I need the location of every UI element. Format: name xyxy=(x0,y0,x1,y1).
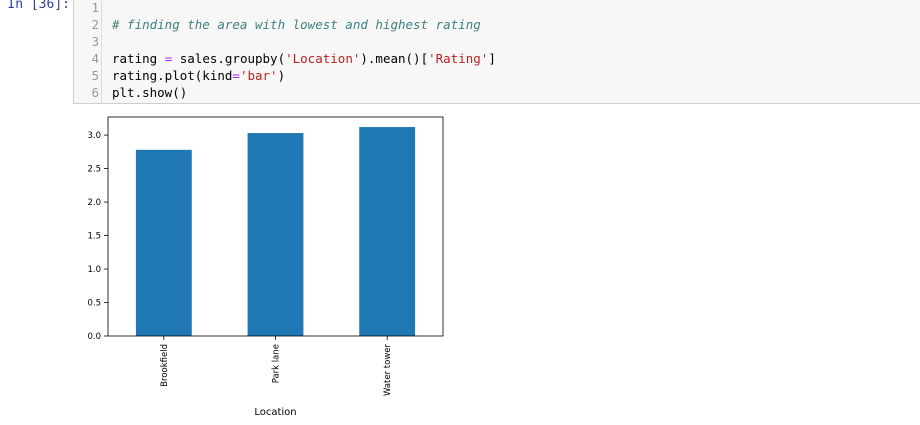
line-number-gutter xyxy=(74,0,102,103)
y-tick-label: 2.0 xyxy=(87,198,101,208)
code-token: rating.plot(kind xyxy=(112,68,233,83)
y-tick-label: 2.5 xyxy=(87,165,101,175)
bar-chart: Brookfield Park lane Water tower 0.0 0.5 1.0 1… xyxy=(87,116,444,418)
code-text[interactable]: plt.show() xyxy=(112,84,187,101)
bar-brookfield xyxy=(135,149,192,336)
code-token: ) xyxy=(277,68,286,83)
code-cell-input[interactable]: 1 2 # finding the area with lowest and hig… xyxy=(73,0,920,104)
y-tick-label: 1.5 xyxy=(87,232,101,242)
line-number: 5 xyxy=(91,68,99,83)
code-text[interactable]: rating = sales.groupby('Location').mean(… xyxy=(112,50,496,67)
code-token: = xyxy=(232,68,240,83)
code-token: plt.show() xyxy=(112,85,188,100)
code-text[interactable]: # finding the area with lowest and highe… xyxy=(112,16,481,33)
line-number: 6 xyxy=(91,85,99,100)
x-tick-label: Brookfield xyxy=(160,344,170,387)
x-tick-label: Park lane xyxy=(272,344,282,383)
line-number: 3 xyxy=(91,34,99,49)
code-token: sales.groupby( xyxy=(172,51,286,66)
code-token: ).mean()[ xyxy=(360,51,429,66)
y-tick-label: 3.0 xyxy=(87,131,101,141)
x-tick-label: Water tower xyxy=(383,344,393,397)
cell-output: Brookfield Park lane Water tower 0.0 0.5 1.0 1… xyxy=(0,104,920,425)
y-tick-label: 1.0 xyxy=(87,265,101,275)
y-tick-label: 0.5 xyxy=(87,299,101,309)
line-number: 1 xyxy=(91,0,99,15)
code-token: 'Location' xyxy=(285,51,361,66)
code-token: = xyxy=(164,51,173,66)
bar-park-lane xyxy=(247,133,304,336)
y-tick-label: 0.0 xyxy=(87,332,101,342)
line-number: 2 xyxy=(91,17,99,32)
code-token: 'bar' xyxy=(239,68,278,83)
plot-frame xyxy=(107,116,444,337)
code-token: ] xyxy=(488,51,496,66)
bar-water-tower xyxy=(359,127,416,336)
x-axis-title: Location xyxy=(254,407,296,418)
code-text[interactable]: rating.plot(kind='bar') xyxy=(112,67,285,84)
line-number: 4 xyxy=(91,51,99,66)
code-token: 'Rating' xyxy=(428,51,489,66)
code-token: # finding the area with lowest and highe… xyxy=(112,17,481,32)
cell-prompt: In [36]: xyxy=(7,0,70,12)
code-token: rating xyxy=(112,51,165,66)
